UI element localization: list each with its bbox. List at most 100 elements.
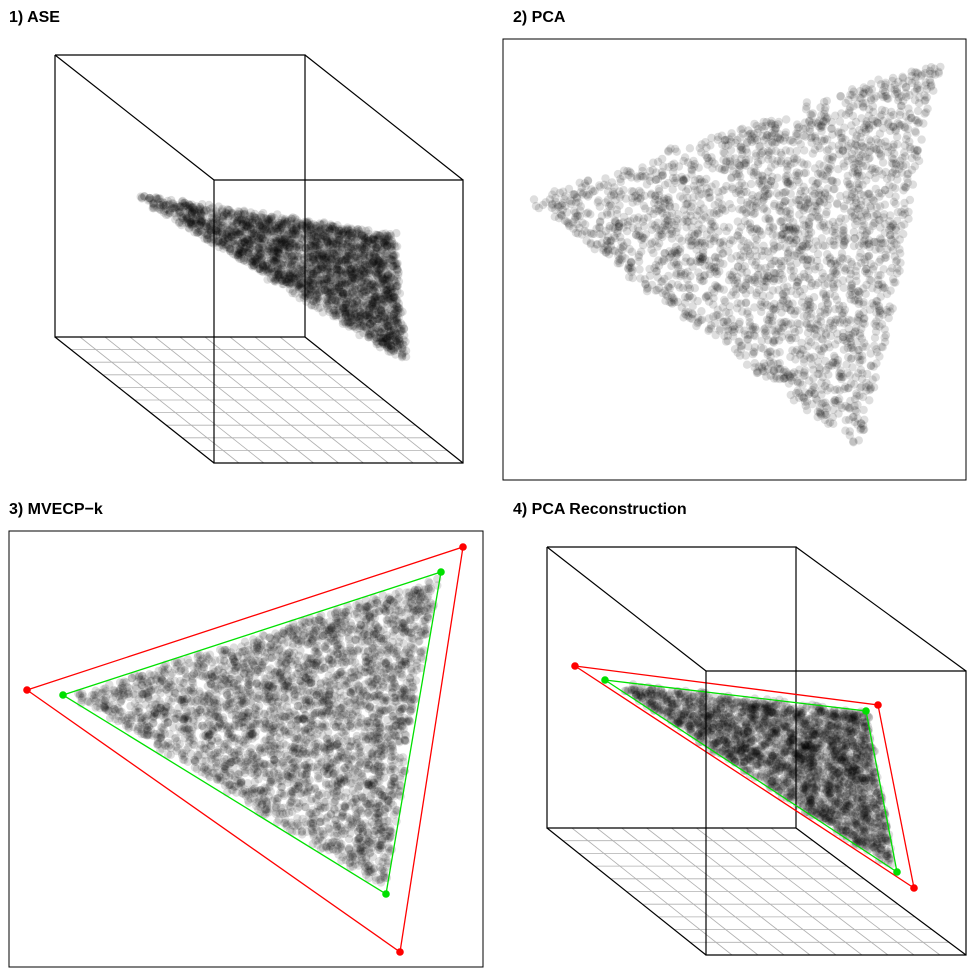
data-point	[258, 251, 267, 261]
data-point	[258, 234, 267, 243]
data-point	[317, 276, 326, 285]
data-point	[392, 302, 402, 311]
data-point	[383, 333, 392, 343]
data-point	[856, 419, 866, 428]
data-point	[281, 241, 290, 251]
data-point	[280, 239, 289, 249]
data-point	[375, 343, 385, 352]
data-point	[185, 205, 195, 215]
data-point	[311, 241, 321, 250]
data-point	[329, 222, 338, 231]
data-point	[869, 383, 879, 392]
data-point	[298, 278, 307, 288]
data-point	[327, 233, 336, 242]
data-point	[354, 284, 363, 294]
data-point	[346, 243, 355, 252]
data-point	[389, 316, 398, 326]
data-point	[328, 221, 337, 231]
data-point	[380, 313, 389, 322]
data-point	[183, 215, 193, 224]
data-point	[379, 255, 388, 264]
data-point	[278, 276, 287, 285]
data-point	[327, 246, 336, 256]
data-point	[335, 259, 344, 269]
data-point	[339, 227, 348, 236]
data-point	[342, 304, 352, 313]
data-point	[331, 284, 340, 293]
data-point	[360, 322, 369, 331]
data-point	[241, 242, 250, 251]
data-point	[378, 263, 387, 272]
data-point	[807, 186, 816, 195]
data-point	[334, 294, 344, 303]
data-point	[387, 242, 396, 252]
data-point	[770, 269, 779, 278]
data-point	[334, 283, 343, 292]
data-point	[802, 311, 812, 320]
data-point	[340, 275, 350, 284]
data-point	[279, 242, 289, 252]
data-point	[322, 276, 331, 286]
data-point	[727, 183, 737, 192]
data-point	[341, 311, 351, 321]
data-point	[368, 304, 378, 314]
data-point	[196, 226, 205, 235]
data-point	[249, 241, 258, 250]
data-point	[788, 224, 797, 233]
data-point	[293, 273, 303, 282]
data-point	[338, 304, 347, 314]
data-point	[785, 136, 795, 145]
data-point	[272, 239, 282, 248]
data-point	[362, 306, 372, 315]
data-point	[241, 217, 250, 226]
data-point	[272, 236, 281, 245]
data-point	[328, 234, 337, 243]
data-point	[363, 301, 372, 310]
data-point	[208, 219, 218, 228]
data-point	[395, 334, 404, 343]
data-point	[239, 256, 248, 265]
data-point	[369, 280, 378, 289]
data-point	[335, 256, 344, 266]
data-point	[380, 324, 389, 333]
data-point	[837, 128, 846, 138]
data-point	[365, 304, 375, 313]
data-point	[217, 239, 226, 248]
data-point	[805, 117, 814, 126]
data-point	[371, 292, 380, 302]
data-point	[350, 235, 360, 244]
data-point	[601, 242, 610, 251]
data-point	[669, 167, 678, 177]
data-point	[183, 202, 192, 211]
data-point	[869, 362, 878, 371]
data-point	[377, 271, 386, 281]
data-point	[655, 226, 664, 235]
data-point	[368, 295, 378, 305]
data-point	[364, 311, 374, 320]
data-point	[759, 147, 768, 156]
data-point	[805, 376, 814, 385]
data-point	[739, 246, 749, 255]
cube-back-edges	[54, 54, 306, 338]
data-point	[372, 243, 381, 253]
data-point	[309, 256, 318, 265]
data-point	[386, 344, 396, 353]
data-point	[231, 247, 240, 256]
data-point	[392, 229, 401, 238]
data-point	[847, 354, 856, 363]
data-point	[770, 121, 780, 130]
data-point	[230, 239, 239, 248]
data-point	[249, 225, 258, 234]
data-point	[286, 216, 296, 226]
data-point	[387, 237, 397, 246]
data-point	[813, 169, 823, 179]
data-point	[322, 274, 332, 284]
data-point	[239, 253, 249, 263]
data-point	[349, 304, 358, 314]
data-point	[290, 268, 299, 277]
data-point	[830, 292, 840, 301]
data-point	[393, 265, 402, 275]
data-point	[784, 333, 794, 342]
data-point	[893, 132, 902, 142]
data-point	[242, 221, 251, 230]
